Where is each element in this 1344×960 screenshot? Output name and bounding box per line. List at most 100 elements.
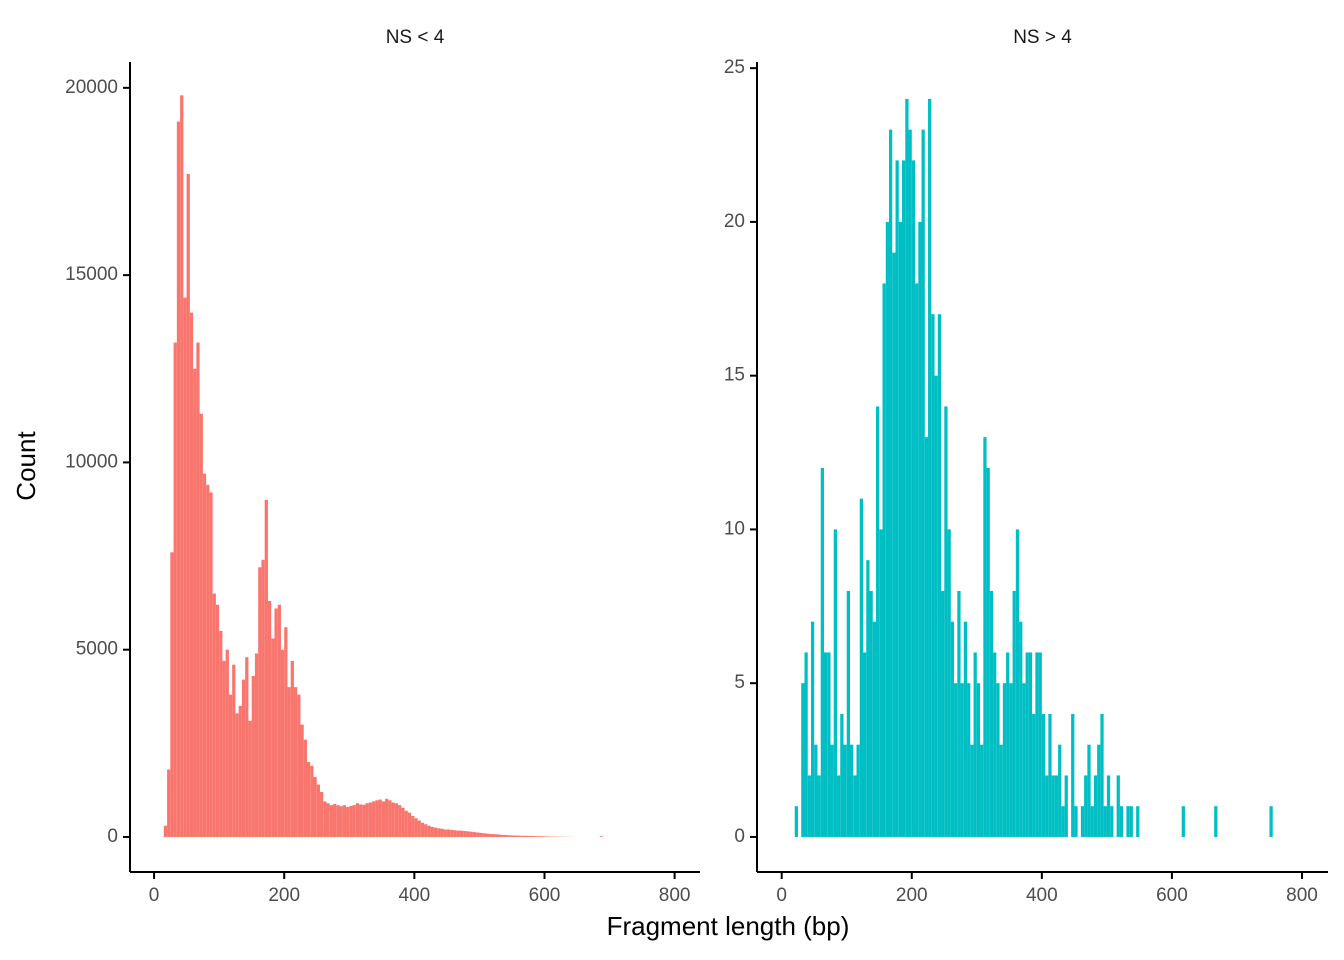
bar [427,825,431,837]
bar [1116,775,1120,837]
x-tick-label: 400 [1026,885,1058,906]
bar [817,775,821,837]
bar [879,529,883,837]
bar [398,805,402,837]
bar [333,804,337,837]
bar [342,805,347,837]
bar [293,687,298,837]
bar [271,638,275,837]
bar [911,160,916,837]
bar [320,792,324,837]
x-tick-label: 200 [896,885,928,906]
bar [836,775,841,837]
bar [336,805,340,837]
bar [1035,652,1039,837]
bar [346,807,350,837]
bar [1090,806,1094,837]
bar [225,649,229,837]
bar [1025,652,1029,837]
bar [1058,744,1062,837]
bar [407,812,412,837]
bar [983,437,987,837]
bar [485,833,490,837]
y-tick-label: 5 [734,672,745,693]
bar [362,804,366,837]
bar [996,683,1000,837]
bar [521,835,525,837]
bar [843,744,847,837]
bar [238,705,242,837]
bar [924,437,929,837]
y-tick-label: 0 [734,826,745,847]
bar [859,498,864,837]
y-tick-label: 10000 [65,451,118,472]
bar [801,683,805,837]
bar [934,375,938,837]
bar [440,828,444,837]
bar [960,683,964,837]
bar [1015,529,1020,837]
bar [1129,806,1133,837]
bar [368,802,373,837]
bar [365,803,369,837]
bar [957,590,961,837]
bar [381,801,386,837]
bar [476,832,480,837]
bar [316,784,320,837]
bar [472,832,477,837]
bar [1214,806,1218,837]
bar [599,836,604,837]
bar [228,694,233,837]
bar [508,835,512,837]
y-tick-label: 25 [724,57,745,78]
bar [856,744,860,837]
x-axis-label: Fragment length (bp) [607,911,850,941]
bar [489,833,493,837]
bar [872,621,877,837]
bar [941,590,945,837]
bar [498,834,503,837]
bar [1087,744,1091,837]
bar [306,762,311,837]
bar [511,835,516,837]
bar [209,492,213,837]
bar [232,664,236,837]
panel-title: NS > 4 [1013,27,1072,48]
bar [905,98,909,837]
bar [830,744,834,837]
bar [391,802,395,837]
bar [970,744,974,837]
bar [1048,713,1052,837]
bar [882,283,886,837]
bar [352,805,356,837]
bar [537,836,542,837]
bar [866,560,870,837]
bar [469,831,473,837]
bar [524,835,529,837]
bar [394,803,399,837]
bar [1054,775,1059,837]
bar [999,744,1003,837]
y-tick-label: 5000 [76,639,118,660]
bar [908,129,912,837]
bar [1074,806,1078,837]
bar [424,824,428,837]
bar [853,775,857,837]
bar [980,744,984,837]
x-tick-label: 0 [149,885,160,906]
bar [219,630,223,837]
bar [167,769,171,837]
bar [170,552,174,837]
bar [404,810,408,837]
bar [528,835,532,837]
bar [918,221,922,837]
bar [199,413,203,837]
bar [502,834,506,837]
bar [254,653,259,837]
bar [492,834,496,837]
bar [212,593,216,837]
bar [849,744,854,837]
y-tick-label: 20000 [65,77,118,98]
bar [274,608,278,837]
bar [339,806,343,837]
